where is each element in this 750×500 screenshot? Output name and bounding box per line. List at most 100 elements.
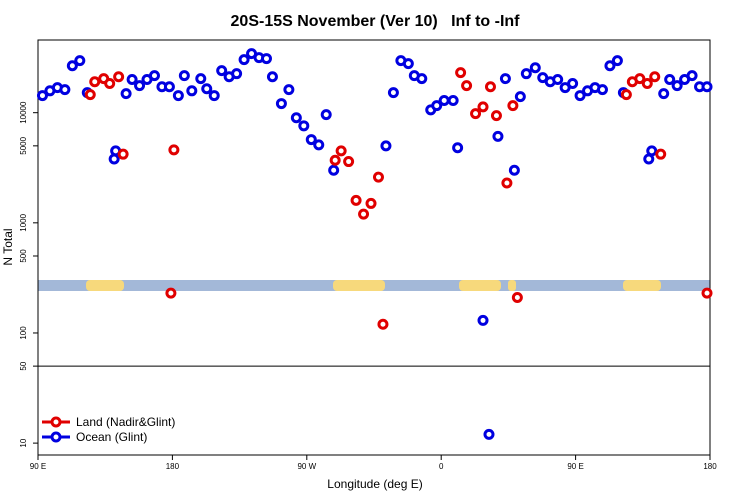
data-point bbox=[438, 95, 450, 107]
data-point bbox=[178, 70, 190, 82]
data-point bbox=[126, 74, 138, 86]
data-point bbox=[89, 76, 101, 88]
data-point bbox=[490, 110, 502, 122]
data-point bbox=[195, 73, 207, 85]
data-point bbox=[567, 78, 579, 90]
data-point bbox=[372, 171, 384, 183]
data-point bbox=[511, 291, 523, 303]
y-tick-label: 10000 bbox=[19, 101, 28, 124]
legend-marker bbox=[50, 416, 62, 428]
data-point bbox=[329, 154, 341, 166]
data-point bbox=[552, 74, 564, 86]
data-point bbox=[238, 54, 250, 66]
data-point bbox=[104, 78, 116, 90]
data-point bbox=[165, 287, 177, 299]
data-point bbox=[66, 60, 78, 72]
data-point bbox=[134, 80, 146, 92]
x-tick-label: 90 E bbox=[567, 462, 583, 471]
data-point bbox=[266, 71, 278, 83]
data-point bbox=[508, 164, 520, 176]
data-point bbox=[452, 142, 464, 154]
data-point bbox=[216, 65, 228, 77]
data-point bbox=[634, 73, 646, 85]
data-point bbox=[36, 90, 48, 102]
data-point bbox=[387, 87, 399, 99]
data-point bbox=[335, 145, 347, 157]
y-tick-label: 50 bbox=[19, 361, 28, 370]
plot-frame bbox=[37, 39, 711, 456]
data-point bbox=[477, 314, 489, 326]
data-point bbox=[275, 98, 287, 110]
data-point bbox=[461, 80, 473, 92]
data-point bbox=[74, 55, 86, 67]
data-point bbox=[380, 140, 392, 152]
data-point bbox=[283, 84, 295, 96]
data-point bbox=[163, 81, 175, 93]
data-point bbox=[455, 67, 467, 79]
data-point bbox=[611, 55, 623, 67]
data-point bbox=[328, 164, 340, 176]
data-point bbox=[148, 70, 160, 82]
y-tick-label: 10 bbox=[19, 438, 28, 447]
data-point bbox=[470, 108, 482, 120]
x-tick-label: 180 bbox=[166, 462, 180, 471]
data-point bbox=[507, 100, 519, 112]
data-point bbox=[431, 100, 443, 112]
data-point bbox=[596, 84, 608, 96]
data-point bbox=[231, 68, 243, 80]
data-point bbox=[117, 148, 129, 160]
data-point bbox=[641, 78, 653, 90]
land-mask-strip bbox=[38, 280, 710, 291]
data-point bbox=[186, 85, 198, 97]
y-tick-label: 100 bbox=[19, 326, 28, 340]
data-point bbox=[483, 428, 495, 440]
chart-title: 20S-15S November (Ver 10) Inf to -Inf bbox=[231, 13, 521, 30]
data-point bbox=[350, 194, 362, 206]
data-point bbox=[604, 60, 616, 72]
data-point bbox=[313, 139, 325, 151]
data-point bbox=[658, 88, 670, 100]
data-point bbox=[298, 120, 310, 132]
data-point bbox=[208, 90, 220, 102]
data-point bbox=[201, 83, 213, 95]
data-point bbox=[649, 71, 661, 83]
data-point bbox=[701, 81, 713, 93]
data-point bbox=[84, 89, 96, 101]
data-point bbox=[671, 80, 683, 92]
x-tick-label: 0 bbox=[439, 462, 444, 471]
data-point bbox=[172, 90, 184, 102]
data-point bbox=[664, 74, 676, 86]
data-point bbox=[701, 287, 713, 299]
data-point bbox=[574, 90, 586, 102]
data-point bbox=[620, 89, 632, 101]
data-point bbox=[305, 134, 317, 146]
data-point bbox=[686, 70, 698, 82]
data-point bbox=[416, 73, 428, 85]
x-tick-label: 90 E bbox=[30, 462, 46, 471]
data-point bbox=[646, 145, 658, 157]
data-point bbox=[514, 91, 526, 103]
data-point bbox=[447, 95, 459, 107]
data-point bbox=[484, 81, 496, 93]
data-point bbox=[529, 62, 541, 74]
legend-label: Land (Nadir&Glint) bbox=[76, 415, 175, 429]
data-point bbox=[477, 101, 489, 113]
data-point bbox=[290, 112, 302, 124]
data-point bbox=[260, 53, 272, 65]
y-tick-label: 5000 bbox=[19, 136, 28, 154]
data-point bbox=[520, 68, 532, 80]
x-tick-label: 180 bbox=[703, 462, 717, 471]
data-point bbox=[343, 156, 355, 168]
data-point bbox=[168, 144, 180, 156]
y-tick-label: 500 bbox=[19, 249, 28, 263]
data-point bbox=[499, 73, 511, 85]
data-point bbox=[120, 88, 132, 100]
x-tick-label: 90 W bbox=[297, 462, 316, 471]
data-point bbox=[113, 71, 125, 83]
data-point bbox=[655, 148, 667, 160]
data-point bbox=[377, 318, 389, 330]
data-point bbox=[59, 84, 71, 96]
data-point bbox=[402, 58, 414, 70]
x-axis-label: Longitude (deg E) bbox=[327, 477, 422, 491]
